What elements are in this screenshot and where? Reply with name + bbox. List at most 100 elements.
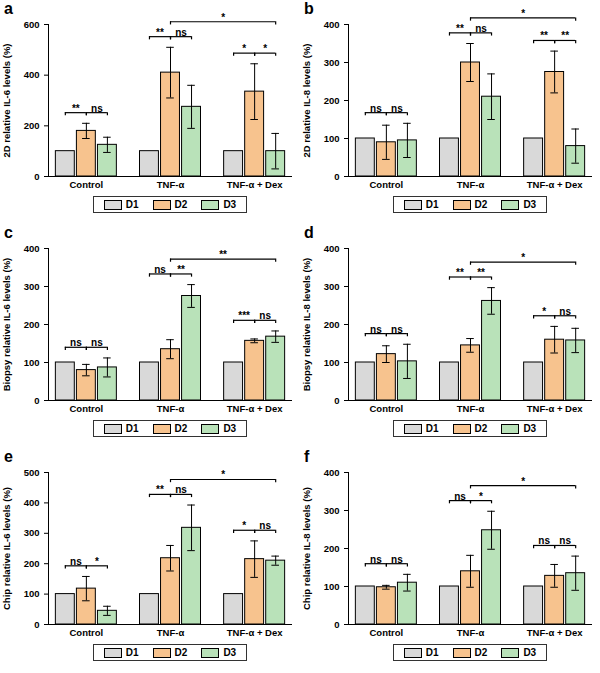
svg-text:ns: ns xyxy=(559,535,571,546)
svg-text:TNF-α: TNF-α xyxy=(457,403,485,414)
svg-text:400: 400 xyxy=(324,19,340,30)
svg-text:0: 0 xyxy=(334,619,339,630)
svg-text:TNF-α + Dex: TNF-α + Dex xyxy=(527,627,583,638)
svg-text:TNF-α: TNF-α xyxy=(157,627,185,638)
svg-text:Chip relative IL-6 levels (%): Chip relative IL-6 levels (%) xyxy=(1,487,12,610)
svg-text:0: 0 xyxy=(34,171,39,182)
svg-text:Control: Control xyxy=(69,627,103,638)
html-text:D3: D3 xyxy=(223,199,237,210)
svg-text:300: 300 xyxy=(24,527,40,538)
svg-text:200: 200 xyxy=(324,95,340,106)
svg-text:**: ** xyxy=(456,267,464,278)
svg-text:ns: ns xyxy=(391,324,403,335)
svg-text:400: 400 xyxy=(324,467,340,478)
svg-text:**: ** xyxy=(540,30,548,41)
svg-text:100: 100 xyxy=(24,588,40,599)
svg-text:TNF-α: TNF-α xyxy=(457,627,485,638)
svg-text:100: 100 xyxy=(324,581,340,592)
html-text:D1: D1 xyxy=(425,199,439,210)
svg-text:ns: ns xyxy=(175,484,187,495)
svg-text:**: ** xyxy=(72,103,80,114)
svg-text:**: ** xyxy=(561,30,569,41)
svg-text:**: ** xyxy=(156,27,164,38)
html-text:D2: D2 xyxy=(174,199,188,210)
svg-text:2D relative IL-6 levels (%): 2D relative IL-6 levels (%) xyxy=(1,43,12,157)
svg-text:ns: ns xyxy=(91,337,103,348)
svg-text:*: * xyxy=(221,469,225,480)
svg-text:200: 200 xyxy=(324,319,340,330)
svg-text:***: *** xyxy=(238,310,250,321)
svg-text:*: * xyxy=(95,556,99,567)
html-text:D1: D1 xyxy=(125,199,139,210)
svg-text:*: * xyxy=(521,8,525,19)
svg-text:ns: ns xyxy=(259,520,271,531)
svg-text:TNF-α + Dex: TNF-α + Dex xyxy=(527,179,583,190)
svg-text:ns: ns xyxy=(370,324,382,335)
svg-text:ns: ns xyxy=(259,310,271,321)
svg-text:500: 500 xyxy=(24,467,40,478)
svg-text:100: 100 xyxy=(324,133,340,144)
svg-text:Control: Control xyxy=(69,403,103,414)
svg-text:200: 200 xyxy=(24,120,40,131)
svg-text:ns: ns xyxy=(370,554,382,565)
svg-text:600: 600 xyxy=(24,19,40,30)
svg-text:*: * xyxy=(521,476,525,487)
svg-text:TNF-α: TNF-α xyxy=(157,403,185,414)
svg-text:TNF-α + Dex: TNF-α + Dex xyxy=(227,403,283,414)
svg-text:ns: ns xyxy=(391,554,403,565)
svg-text:*: * xyxy=(542,306,546,317)
svg-text:2D relative IL-8 levels (%): 2D relative IL-8 levels (%) xyxy=(301,43,312,157)
svg-text:Control: Control xyxy=(369,403,403,414)
svg-text:Control: Control xyxy=(69,179,103,190)
svg-text:Control: Control xyxy=(369,627,403,638)
svg-text:**: ** xyxy=(456,23,464,34)
svg-text:Control: Control xyxy=(369,179,403,190)
svg-text:Chip relative IL-8 levels (%): Chip relative IL-8 levels (%) xyxy=(301,487,312,610)
svg-text:TNF-α + Dex: TNF-α + Dex xyxy=(227,627,283,638)
svg-text:Biopsy relative IL-6 levels (%: Biopsy relative IL-6 levels (%) xyxy=(1,258,12,392)
svg-text:ns: ns xyxy=(370,103,382,114)
svg-text:TNF-α: TNF-α xyxy=(457,179,485,190)
svg-text:400: 400 xyxy=(24,497,40,508)
svg-text:*: * xyxy=(221,12,225,23)
svg-text:ns: ns xyxy=(70,556,82,567)
svg-text:*: * xyxy=(479,491,483,502)
svg-text:Biopsy relative IL-8 levels (%: Biopsy relative IL-8 levels (%) xyxy=(301,258,312,392)
svg-text:0: 0 xyxy=(334,395,339,406)
svg-text:ns: ns xyxy=(70,337,82,348)
svg-text:*: * xyxy=(521,252,525,263)
svg-text:0: 0 xyxy=(334,171,339,182)
svg-text:TNF-α: TNF-α xyxy=(157,179,185,190)
svg-text:ns: ns xyxy=(475,23,487,34)
svg-text:0: 0 xyxy=(34,619,39,630)
svg-text:*: * xyxy=(242,520,246,531)
svg-text:**: ** xyxy=(477,267,485,278)
svg-text:300: 300 xyxy=(24,281,40,292)
svg-text:ns: ns xyxy=(175,27,187,38)
svg-text:200: 200 xyxy=(24,558,40,569)
svg-text:300: 300 xyxy=(324,505,340,516)
svg-text:100: 100 xyxy=(24,357,40,368)
svg-text:0: 0 xyxy=(34,395,39,406)
svg-text:TNF-α + Dex: TNF-α + Dex xyxy=(527,403,583,414)
svg-text:400: 400 xyxy=(24,243,40,254)
svg-text:ns: ns xyxy=(454,491,466,502)
svg-text:ns: ns xyxy=(91,103,103,114)
svg-text:100: 100 xyxy=(324,357,340,368)
svg-text:**: ** xyxy=(156,484,164,495)
svg-text:ns: ns xyxy=(154,264,166,275)
svg-text:200: 200 xyxy=(24,319,40,330)
svg-text:400: 400 xyxy=(324,243,340,254)
svg-text:200: 200 xyxy=(324,543,340,554)
svg-text:300: 300 xyxy=(324,281,340,292)
svg-text:ns: ns xyxy=(391,103,403,114)
svg-text:300: 300 xyxy=(324,57,340,68)
svg-text:**: ** xyxy=(219,249,227,260)
svg-text:**: ** xyxy=(177,264,185,275)
svg-text:TNF-α + Dex: TNF-α + Dex xyxy=(227,179,283,190)
svg-text:*: * xyxy=(242,43,246,54)
svg-text:ns: ns xyxy=(559,306,571,317)
svg-text:400: 400 xyxy=(24,69,40,80)
svg-text:ns: ns xyxy=(538,535,550,546)
svg-text:*: * xyxy=(263,43,267,54)
